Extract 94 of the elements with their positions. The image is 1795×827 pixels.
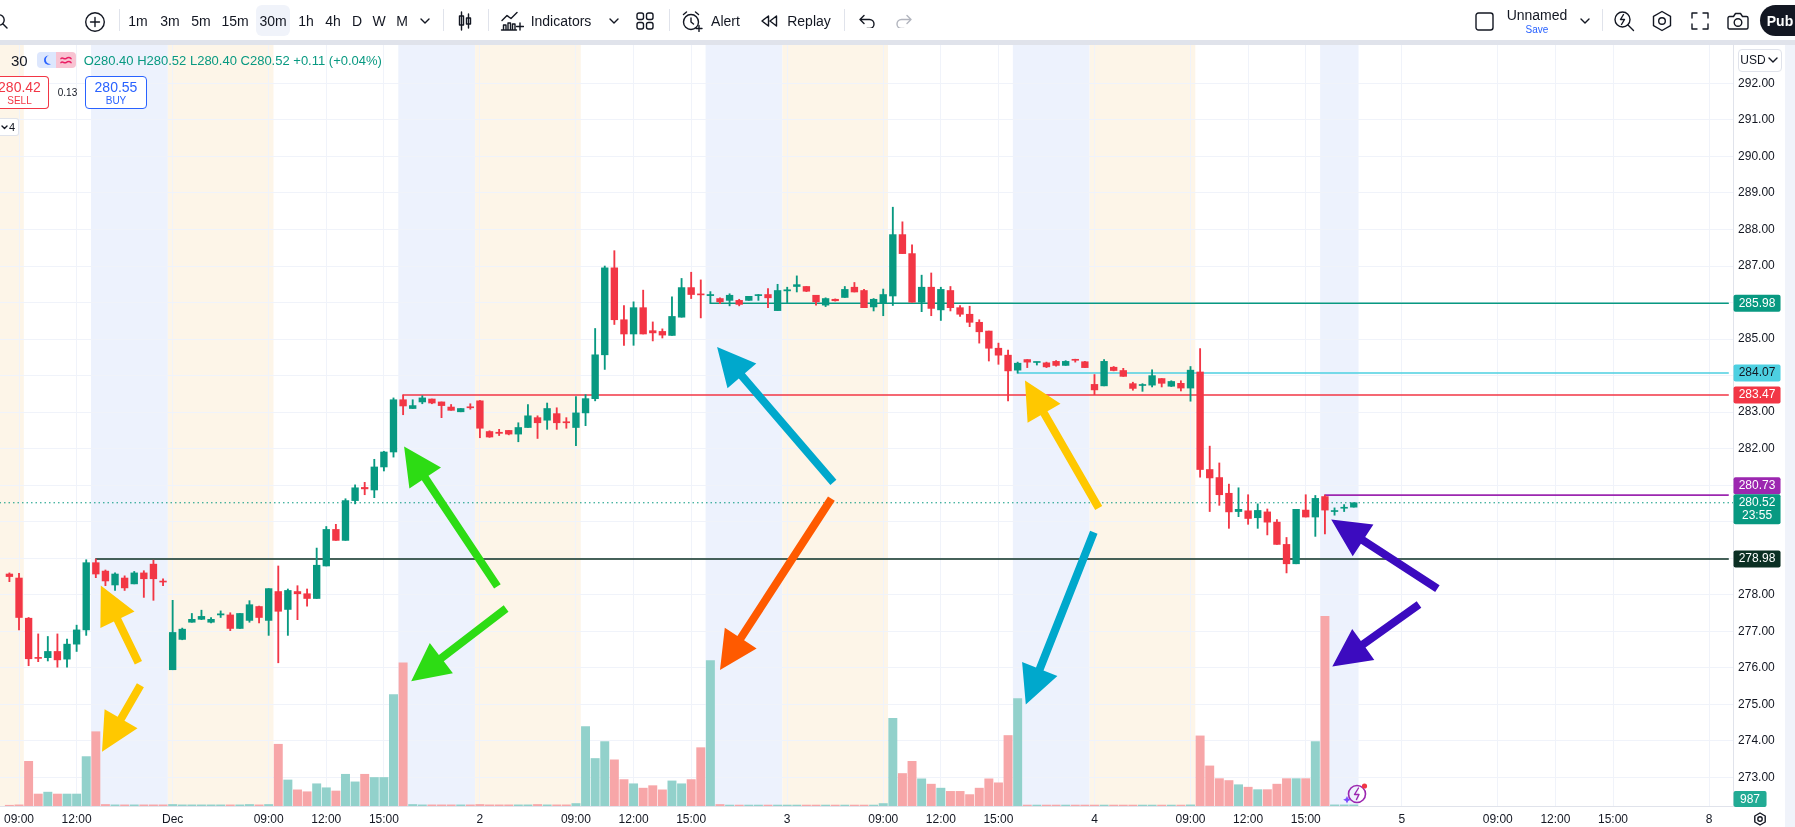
bar <box>359 773 369 806</box>
x-tick-label: 15:00 <box>1290 811 1321 826</box>
x-tick-label: 12:00 <box>618 811 649 826</box>
x-tick-label: 09:00 <box>867 811 899 826</box>
data-label: 284.07 <box>1738 365 1776 380</box>
bar <box>1301 778 1310 806</box>
y-tick-label: 285.00 <box>1737 331 1775 346</box>
bar <box>1291 778 1301 806</box>
text: 23:55 <box>1741 508 1773 523</box>
bar <box>43 791 53 806</box>
text: Indicators <box>530 13 592 29</box>
x-tick-label: 15:00 <box>368 811 399 826</box>
y-tick-label: 274.00 <box>1737 733 1775 748</box>
annotation: 0.13 <box>57 87 78 98</box>
text: Unnamed <box>1506 7 1568 23</box>
bar <box>628 783 638 806</box>
x-tick-label: 8 <box>1705 811 1713 826</box>
y-tick-label: 278.00 <box>1737 587 1775 602</box>
data-label: 278.98 <box>1738 551 1776 566</box>
text: D <box>351 13 363 29</box>
bar <box>926 783 936 806</box>
bar <box>1243 786 1253 806</box>
x-tick-label: 12:00 <box>1232 811 1264 826</box>
x-tick-label: 5 <box>1398 811 1406 826</box>
annotation: SELL <box>7 95 32 106</box>
x-tick-label: 12:00 <box>925 811 956 826</box>
y-axis-title: USD <box>1740 53 1766 67</box>
y-tick-label: 292.00 <box>1737 75 1775 90</box>
x-tick-label: 09:00 <box>253 811 284 826</box>
bar <box>398 662 408 806</box>
text: 1m <box>128 13 148 29</box>
y-tick-label: 276.00 <box>1737 660 1775 675</box>
text: 4h <box>325 13 341 29</box>
text: O280.40 H280.52 L280.40 C280.52 +0.11 (+0.04%) <box>83 52 382 68</box>
y-tick-label: 282.00 <box>1737 441 1775 456</box>
text: 987 <box>1739 791 1761 806</box>
text: 15m <box>221 13 249 29</box>
x-tick-label: 15:00 <box>983 811 1014 826</box>
text: 30m <box>259 13 287 29</box>
bar <box>1310 741 1320 806</box>
x-tick-label: Dec <box>161 811 184 826</box>
data-label: 285.98 <box>1738 295 1776 310</box>
text: Pub <box>1766 13 1794 29</box>
y-tick-label: 291.00 <box>1737 112 1775 127</box>
chart-title: 30 <box>11 51 28 69</box>
bar <box>331 790 341 806</box>
ref-line-label: 280.52 <box>1738 495 1776 510</box>
text: M <box>396 13 408 29</box>
x-tick-label: 09:00 <box>1175 811 1206 826</box>
x-tick-label: 09:00 <box>560 811 592 826</box>
bar <box>1253 789 1262 806</box>
annotation: 4 <box>8 120 16 133</box>
text: 3m <box>160 13 180 29</box>
y-tick-label: 290.00 <box>1737 148 1775 163</box>
bar <box>273 743 283 806</box>
x-tick-label: 15:00 <box>1597 811 1629 826</box>
candlestick <box>1205 445 1214 512</box>
x-tick-label: 12:00 <box>61 811 92 826</box>
candlestick <box>562 417 570 429</box>
bar <box>705 660 715 806</box>
y-tick-label: 289.00 <box>1737 185 1775 200</box>
data-label: 280.73 <box>1738 478 1776 493</box>
y-tick-label: 288.00 <box>1737 221 1775 236</box>
candlestick <box>34 633 42 663</box>
x-tick-label: 15:00 <box>675 811 707 826</box>
x-tick-label: 3 <box>783 811 791 826</box>
x-tick-label: 12:00 <box>1540 811 1571 826</box>
text: 1h <box>298 13 314 29</box>
bar <box>283 779 293 806</box>
text: Alert <box>711 13 740 29</box>
text: Replay <box>787 13 831 29</box>
data-label: 283.47 <box>1738 387 1776 402</box>
y-tick-label: 283.00 <box>1737 404 1775 419</box>
y-tick-label: 273.00 <box>1737 769 1775 784</box>
x-tick-label: 4 <box>1090 811 1098 826</box>
text: Save <box>1525 23 1549 35</box>
y-tick-label: 277.00 <box>1737 623 1775 638</box>
y-tick-label: 275.00 <box>1737 696 1775 711</box>
bar <box>936 787 946 806</box>
bar <box>1012 698 1022 806</box>
bar <box>916 778 926 806</box>
bar <box>1320 616 1330 806</box>
annotation: BUY <box>105 95 127 106</box>
x-tick-label: 09:00 <box>1482 811 1513 826</box>
y-tick-label: 287.00 <box>1737 258 1775 273</box>
annotation: 280.55 <box>94 79 138 95</box>
bar <box>1233 784 1243 806</box>
x-tick-label: 2 <box>476 811 484 826</box>
x-tick-label: 09:00 <box>3 811 35 826</box>
x-tick-label: 12:00 <box>311 811 342 826</box>
text: W <box>372 13 386 29</box>
candlestick <box>466 403 474 410</box>
bar <box>52 793 62 806</box>
text: 5m <box>191 13 211 29</box>
